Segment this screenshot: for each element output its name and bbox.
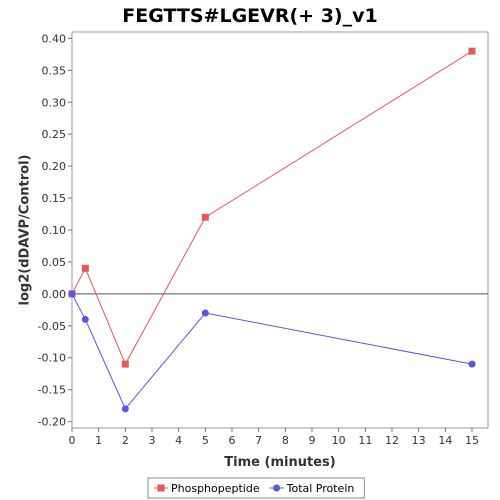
data-point [468, 47, 476, 55]
y-tick-label: 0.15 [42, 192, 67, 205]
y-tick-label: 0.00 [42, 288, 67, 301]
series-total-protein [68, 290, 476, 413]
x-tick-label: 15 [465, 434, 479, 447]
x-tick-label: 14 [438, 434, 452, 447]
y-axis-label: log2(dDAVP/Control) [18, 155, 33, 306]
y-axis: -0.20 -0.15 -0.10 -0.05 0.00 0.05 0.10 0.15 0.20… [38, 32, 72, 429]
data-point [121, 405, 129, 413]
x-tick-label: 7 [255, 434, 262, 447]
data-point [121, 360, 129, 368]
series [68, 47, 476, 413]
x-axis-label: Time (minutes) [224, 455, 335, 470]
x-tick-label: 11 [358, 434, 372, 447]
y-tick-label: 0.40 [42, 32, 67, 45]
y-tick-label: 0.25 [42, 128, 67, 141]
data-point [468, 360, 476, 368]
x-tick-label: 2 [122, 434, 129, 447]
y-tick-label: -0.20 [38, 416, 66, 429]
y-tick-label: 0.35 [42, 64, 67, 77]
plot-area [71, 31, 489, 429]
legend-box [147, 477, 365, 499]
x-tick-label: 5 [202, 434, 209, 447]
y-tick-label: 0.05 [42, 256, 67, 269]
y-tick-label: 0.20 [42, 160, 67, 173]
legend-marker [273, 484, 281, 492]
x-tick-label: 10 [332, 434, 346, 447]
x-tick-label: 4 [175, 434, 182, 447]
data-point [201, 309, 209, 317]
legend-item: Phosphopeptide [154, 482, 260, 495]
y-tick-label: -0.15 [38, 384, 66, 397]
legend: Phosphopeptide Total Protein [147, 477, 365, 499]
y-tick-label: 0.10 [42, 224, 67, 237]
x-tick-label: 1 [95, 434, 102, 447]
x-tick-label: 12 [385, 434, 399, 447]
x-tick-label: 6 [229, 434, 236, 447]
y-tick-label: -0.10 [38, 352, 66, 365]
chart-title: FEGTTS#LGEVR(+ 3)_v1 [122, 5, 377, 27]
x-tick-label: 8 [282, 434, 289, 447]
x-axis: 0 1 2 3 4 5 6 7 8 9 10 11 12 13 14 15 [69, 428, 479, 447]
legend-marker [157, 484, 165, 492]
data-point [201, 213, 209, 221]
x-tick-label: 9 [309, 434, 316, 447]
x-tick-label: 3 [149, 434, 156, 447]
data-point [68, 290, 76, 298]
x-tick-label: 0 [69, 434, 76, 447]
data-point [81, 315, 89, 323]
legend-item: Total Protein [269, 482, 355, 495]
data-point [81, 264, 89, 272]
y-tick-label: 0.30 [42, 96, 67, 109]
x-tick-label: 13 [412, 434, 426, 447]
legend-label: Phosphopeptide [171, 482, 260, 495]
legend-label: Total Protein [286, 482, 355, 495]
y-tick-label: -0.05 [38, 320, 66, 333]
